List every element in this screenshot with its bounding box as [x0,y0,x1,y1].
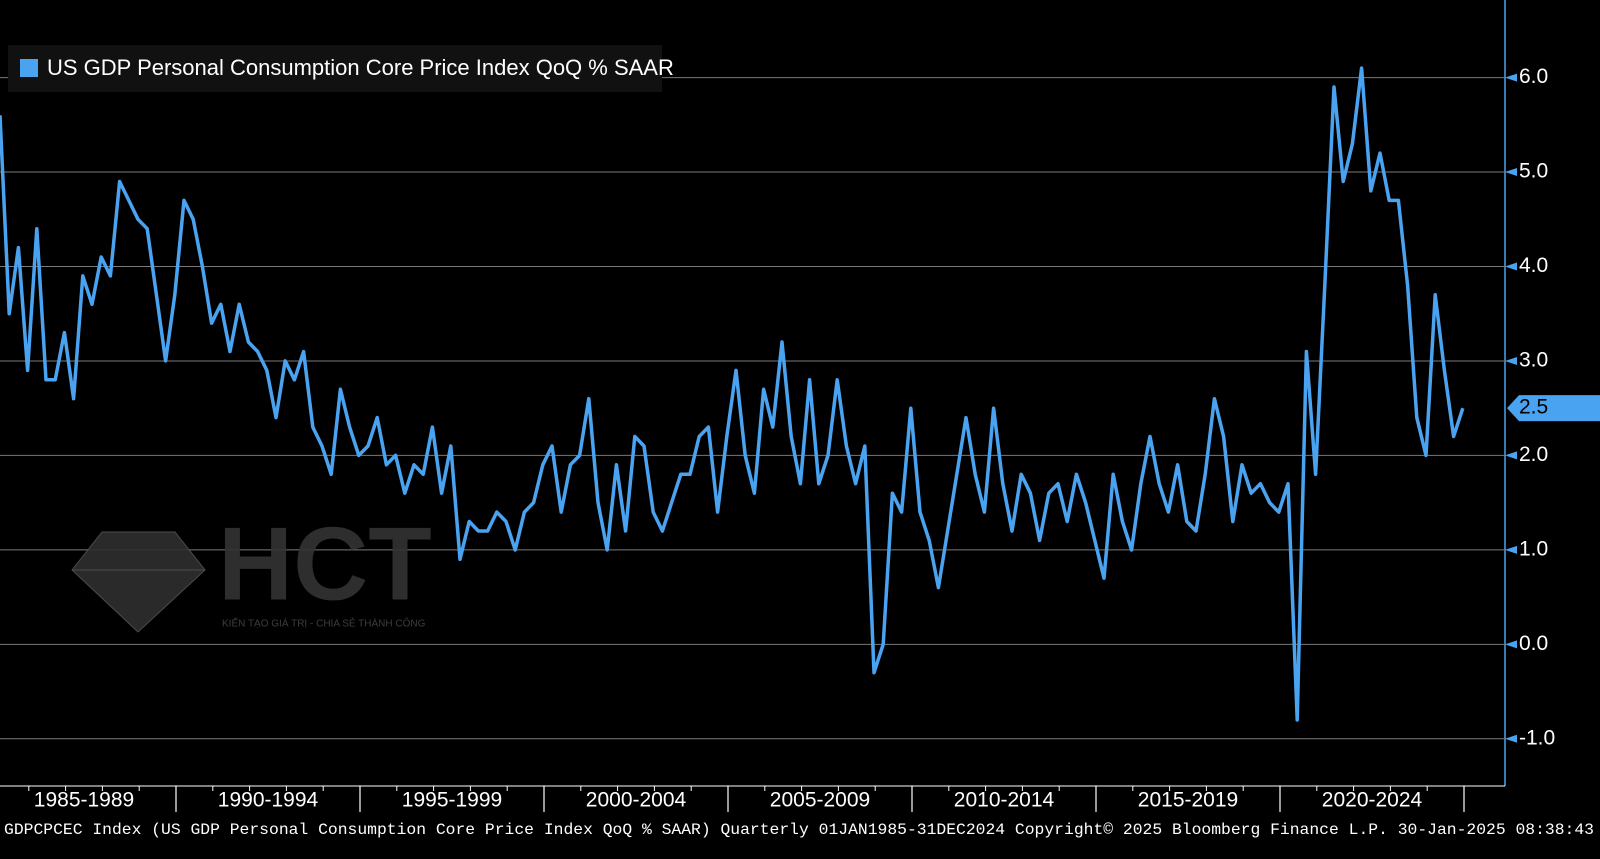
legend: US GDP Personal Consumption Core Price I… [8,45,674,92]
y-tick-mark [1505,262,1517,271]
x-tick-label: 1995-1999 [402,789,502,812]
x-tick-label: 2015-2019 [1138,789,1238,812]
plot: 2.5 [0,66,1600,722]
y-tick-mark [1505,734,1517,743]
watermark-logo: HCT [218,506,432,622]
y-tick-label: -1.0 [1519,726,1555,749]
y-tick-mark [1505,73,1517,82]
y-tick-label: 0.0 [1519,632,1548,655]
y-tick-label: 3.0 [1519,348,1548,371]
x-tick-label: 1990-1994 [218,789,319,812]
x-tick-label: 2000-2004 [586,789,687,812]
y-tick-label: 6.0 [1519,65,1548,88]
x-tick-label: 2020-2024 [1322,789,1423,812]
y-tick-mark [1505,451,1517,460]
y-tick-label: 5.0 [1519,160,1548,183]
y-tick-mark [1505,640,1517,649]
legend-swatch [20,59,38,77]
y-tick-mark [1505,168,1517,177]
watermark: HCT KIẾN TẠO GIÁ TRỊ - CHIA SẺ THÀNH CÔN… [71,506,432,633]
data-line [0,66,1465,722]
grid: -1.0 0.0 1.0 2.0 3.0 4.0 5.0 6.0 1985-1989 1990-1… [0,0,1555,812]
y-tick-mark [1505,356,1517,365]
footer: GDPCPCEC Index (US GDP Personal Consumpt… [4,821,1594,839]
y-tick-label: 4.0 [1519,254,1548,277]
legend-box [8,45,662,92]
watermark-tagline: KIẾN TẠO GIÁ TRỊ - CHIA SẺ THÀNH CÔNG [222,617,426,630]
x-tick-label: 1985-1989 [34,789,134,812]
y-tick-label: 1.0 [1519,537,1548,560]
y-tick-label: 2.0 [1519,443,1548,466]
watermark-diamond [71,531,206,633]
last-value-tag [1507,395,1600,422]
y-tick-mark [1505,545,1517,554]
last-value-label: 2.5 [1519,396,1548,419]
legend-label: US GDP Personal Consumption Core Price I… [47,55,674,80]
x-tick-label: 2010-2014 [954,789,1055,812]
x-tick-label: 2005-2009 [770,789,870,812]
